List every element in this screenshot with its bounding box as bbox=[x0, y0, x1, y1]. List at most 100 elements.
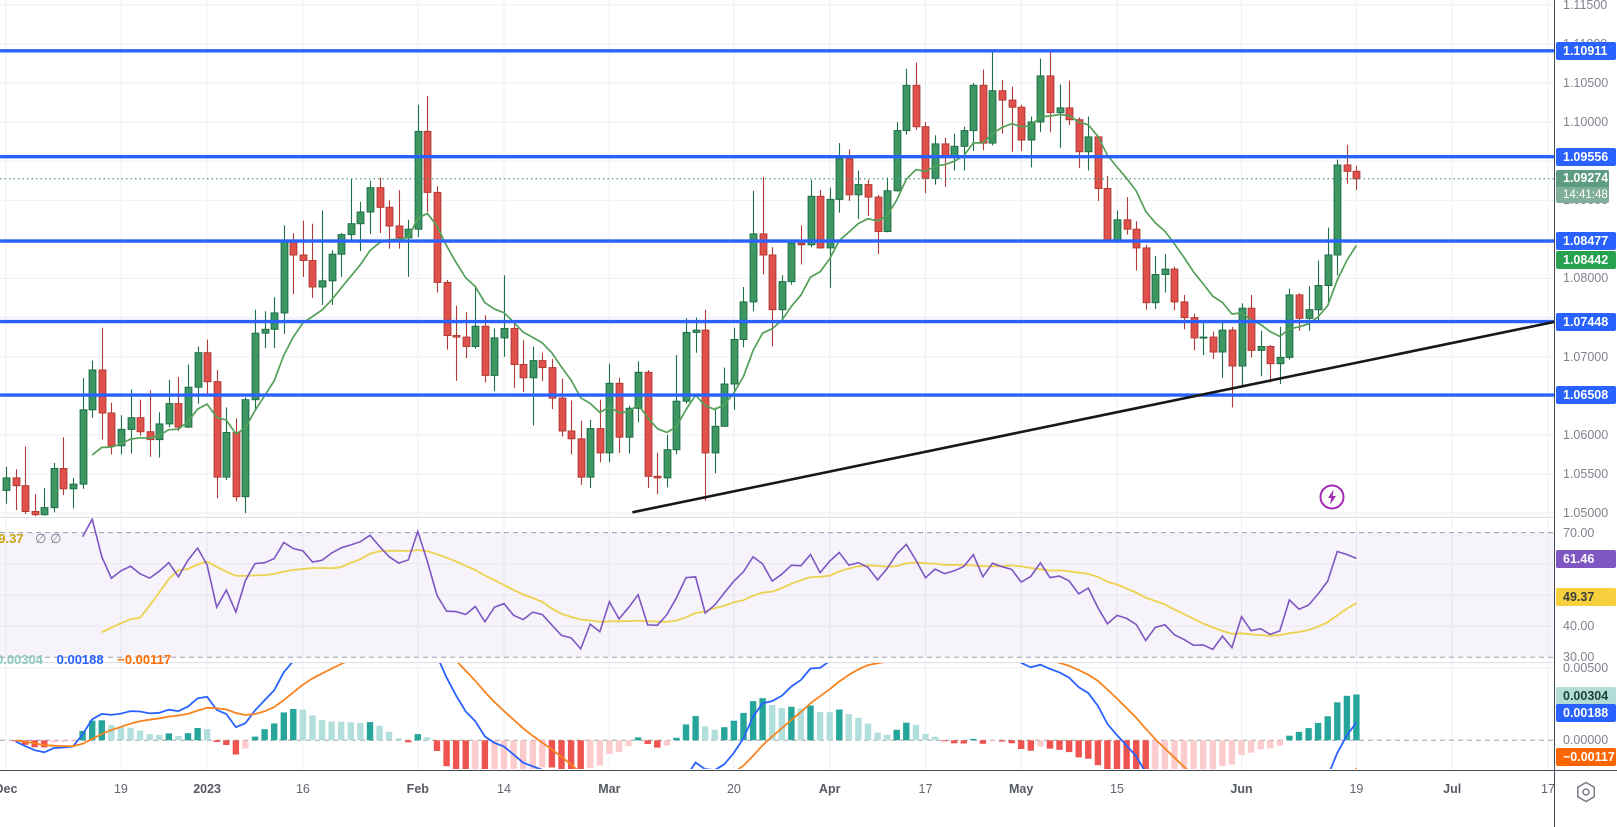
candle[interactable] bbox=[854, 170, 863, 220]
candle[interactable] bbox=[1075, 117, 1084, 169]
candle[interactable] bbox=[31, 494, 40, 517]
candle[interactable] bbox=[40, 488, 49, 516]
candle[interactable] bbox=[98, 327, 107, 440]
candle[interactable] bbox=[1170, 266, 1179, 311]
candle[interactable] bbox=[127, 389, 136, 454]
candle[interactable] bbox=[471, 285, 480, 349]
candle[interactable] bbox=[50, 463, 59, 513]
candle[interactable] bbox=[433, 186, 442, 293]
candle[interactable] bbox=[682, 318, 691, 404]
candle[interactable] bbox=[759, 176, 768, 275]
candle[interactable] bbox=[663, 434, 672, 488]
chart-canvas[interactable] bbox=[0, 0, 1554, 770]
candle[interactable] bbox=[443, 280, 452, 350]
candle[interactable] bbox=[251, 309, 260, 410]
candle[interactable] bbox=[998, 79, 1007, 134]
candle[interactable] bbox=[529, 346, 538, 426]
candle[interactable] bbox=[1017, 104, 1026, 151]
candle[interactable] bbox=[462, 312, 471, 359]
candle[interactable] bbox=[366, 180, 375, 234]
candle[interactable] bbox=[1352, 165, 1361, 191]
candle[interactable] bbox=[969, 82, 978, 151]
candle[interactable] bbox=[213, 370, 222, 499]
candle[interactable] bbox=[816, 190, 825, 249]
candle[interactable] bbox=[261, 311, 270, 349]
candle[interactable] bbox=[567, 400, 576, 455]
candle[interactable] bbox=[165, 380, 174, 428]
candle[interactable] bbox=[960, 126, 969, 171]
candle[interactable] bbox=[500, 275, 509, 357]
candle[interactable] bbox=[423, 96, 432, 212]
candle[interactable] bbox=[912, 62, 921, 130]
candle[interactable] bbox=[1180, 294, 1189, 330]
candle[interactable] bbox=[1295, 293, 1304, 331]
candle[interactable] bbox=[864, 179, 873, 216]
candle[interactable] bbox=[874, 194, 883, 255]
price-axis[interactable]: 1.115001.110001.105001.100001.095001.090… bbox=[1555, 0, 1617, 770]
candle[interactable] bbox=[241, 397, 250, 514]
candle[interactable] bbox=[931, 135, 940, 185]
candle[interactable] bbox=[452, 305, 461, 381]
candle[interactable] bbox=[979, 69, 988, 151]
candle[interactable] bbox=[1343, 144, 1352, 184]
candle[interactable] bbox=[634, 361, 643, 423]
candle[interactable] bbox=[117, 415, 126, 455]
candle[interactable] bbox=[941, 137, 950, 187]
candle[interactable] bbox=[328, 250, 337, 305]
macd-legend[interactable]: 0.00304 0.00188 −0.00117 bbox=[0, 652, 171, 667]
candle[interactable] bbox=[12, 469, 21, 510]
candle[interactable] bbox=[1151, 255, 1160, 309]
candle[interactable] bbox=[538, 352, 547, 381]
candle[interactable] bbox=[711, 407, 720, 474]
candle[interactable] bbox=[577, 420, 586, 485]
candle[interactable] bbox=[625, 405, 634, 454]
candle[interactable] bbox=[1132, 221, 1141, 271]
candle[interactable] bbox=[2, 466, 11, 504]
candle[interactable] bbox=[548, 359, 557, 410]
candle[interactable] bbox=[1142, 244, 1151, 310]
candle[interactable] bbox=[21, 446, 30, 514]
candle[interactable] bbox=[835, 143, 844, 213]
candle[interactable] bbox=[692, 317, 701, 353]
candle[interactable] bbox=[519, 340, 528, 392]
candle[interactable] bbox=[308, 223, 317, 298]
candle[interactable] bbox=[404, 219, 413, 277]
candle[interactable] bbox=[1190, 313, 1199, 351]
candle[interactable] bbox=[356, 201, 365, 252]
candle[interactable] bbox=[749, 190, 758, 312]
candle[interactable] bbox=[59, 437, 68, 496]
candle[interactable] bbox=[950, 133, 959, 171]
candle[interactable] bbox=[778, 275, 787, 322]
candle[interactable] bbox=[1266, 344, 1275, 383]
candle[interactable] bbox=[1113, 210, 1122, 244]
candle[interactable] bbox=[653, 452, 662, 495]
candle[interactable] bbox=[988, 50, 997, 146]
candle[interactable] bbox=[510, 322, 519, 388]
candle[interactable] bbox=[1123, 197, 1132, 235]
candle[interactable] bbox=[1008, 86, 1017, 152]
candle[interactable] bbox=[1257, 330, 1266, 377]
candle[interactable] bbox=[1056, 84, 1065, 148]
candle[interactable] bbox=[232, 418, 241, 502]
candle[interactable] bbox=[586, 420, 595, 489]
candle[interactable] bbox=[615, 377, 624, 453]
candle[interactable] bbox=[1238, 303, 1247, 388]
candle[interactable] bbox=[596, 399, 605, 463]
candle[interactable] bbox=[1209, 331, 1218, 359]
candle[interactable] bbox=[1314, 260, 1323, 321]
candle[interactable] bbox=[174, 377, 183, 431]
candle[interactable] bbox=[299, 220, 308, 277]
candle[interactable] bbox=[136, 399, 145, 436]
candle[interactable] bbox=[1333, 159, 1342, 276]
candle[interactable] bbox=[69, 477, 78, 509]
candle[interactable] bbox=[1161, 254, 1170, 293]
candle[interactable] bbox=[222, 407, 231, 481]
candle[interactable] bbox=[1065, 80, 1074, 126]
candle[interactable] bbox=[787, 239, 796, 285]
candle[interactable] bbox=[1046, 50, 1055, 133]
candle[interactable] bbox=[1247, 294, 1256, 358]
rsi-legend[interactable]: 49.37 ∅ ∅ bbox=[0, 531, 61, 547]
candle[interactable] bbox=[605, 363, 614, 463]
candle[interactable] bbox=[902, 68, 911, 135]
time-axis[interactable]: Dec 19 2023 16 Feb 14 Mar 20 Apr 17 May 15 Jun 19 Jul 1… bbox=[0, 771, 1554, 827]
